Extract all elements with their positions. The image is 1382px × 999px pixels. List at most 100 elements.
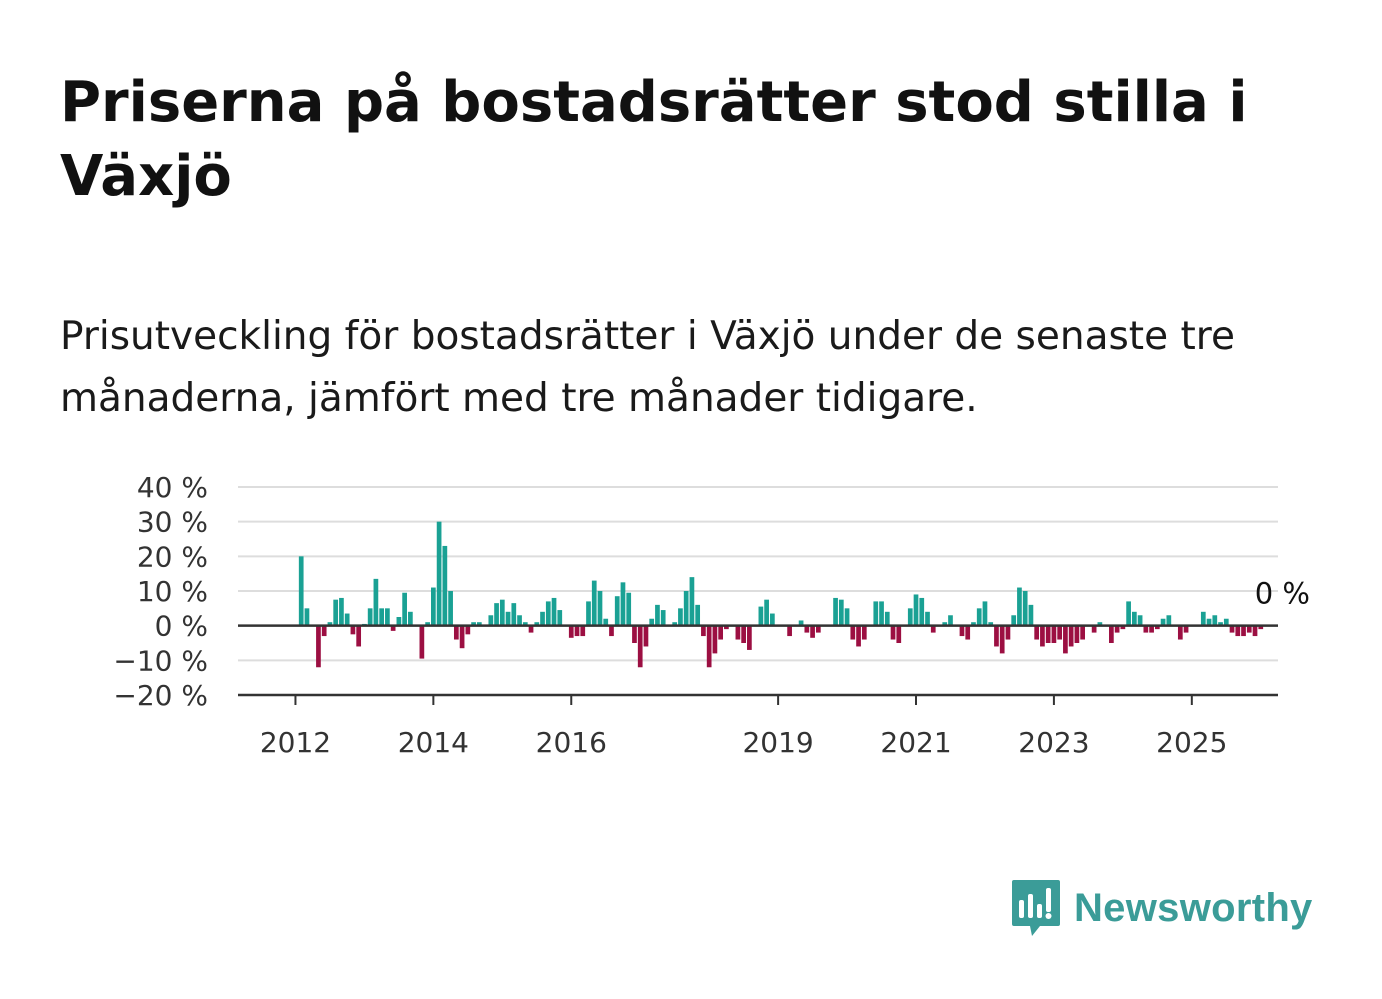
bar [1051,625,1057,643]
bar [1074,625,1080,643]
bar [419,625,425,659]
bar [655,604,660,626]
bar [706,625,712,668]
bar [465,625,471,635]
bar [373,578,379,626]
bar [603,618,609,626]
y-tick-label: 30 % [137,506,208,539]
bar [522,622,528,626]
bar [1045,625,1051,643]
x-tick-label: 2023 [1018,726,1089,759]
bar [838,599,844,626]
bar [919,597,925,626]
bar [672,622,678,626]
bar [1177,625,1183,640]
bar [861,625,867,640]
bar [890,625,896,640]
bar [557,610,563,626]
x-tick-label: 2025 [1156,726,1227,759]
bar [833,597,838,626]
bar [1063,625,1068,654]
bar [367,608,373,626]
bar [316,625,321,668]
y-axis-ticks: 40 %30 %20 %10 %0 %−10 %−20 % [113,471,208,712]
bar [620,582,626,626]
bar [505,611,511,626]
x-tick-label: 2014 [398,726,469,759]
bar [1143,625,1149,633]
bar [499,599,505,626]
bar [632,625,637,643]
bar [333,599,339,626]
bar [614,596,620,626]
bar [856,625,861,647]
bar [1011,615,1017,626]
bar [436,521,442,626]
bar [1097,622,1103,626]
bar [770,613,775,626]
bar [453,625,459,640]
bar [1200,611,1206,626]
bar [1246,625,1252,633]
bar [339,597,344,626]
bar [327,622,333,626]
bar [896,625,902,643]
bar [747,625,752,650]
bar [471,622,476,626]
x-axis-ticks: 2012 2014 2016 2019 2021 2023 2025 [260,695,1227,759]
y-tick-label: −10 % [113,644,208,677]
bar [678,608,683,626]
bar [1120,625,1126,630]
bar [1040,625,1045,647]
bar [459,625,465,649]
bar [568,625,574,638]
bar [344,613,350,626]
bar [586,601,591,626]
chart-subtitle: Prisutveckling för bostadsrätter i Växjö… [60,314,1235,421]
bar [913,594,919,626]
bar [804,625,810,633]
bar [1206,618,1212,626]
bar [994,625,999,647]
bar [551,597,557,626]
bar [735,625,741,640]
bar [1252,625,1258,637]
bar [930,625,936,633]
bar [1258,625,1264,630]
bar [1017,587,1022,626]
bar [1218,622,1223,626]
bar [1229,625,1235,633]
bar [609,625,614,637]
bar [701,625,706,637]
bar [528,625,534,633]
bar [534,622,540,626]
y-tick-label: 40 % [137,471,208,504]
bar [1160,618,1166,626]
bar [540,611,545,626]
bar [683,591,689,626]
y-tick-label: 0 % [155,610,208,643]
bar [988,622,994,626]
bar [884,611,890,626]
bar [494,603,499,626]
newsworthy-logo[interactable]: Newsworthy [1010,878,1313,938]
bar [1149,625,1154,633]
bar [925,611,930,626]
bar [1114,625,1120,633]
bar [873,601,879,626]
bar [591,580,597,626]
bar [637,625,643,668]
bar [425,622,430,626]
bar [649,618,655,626]
bar [787,625,792,637]
y-tick-label: 20 % [137,540,208,573]
bar [844,608,850,626]
bar [741,625,746,643]
bar [712,625,718,654]
bar [1223,618,1229,626]
bar [718,625,724,640]
x-tick-label: 2016 [536,726,607,759]
bar [1212,615,1218,626]
bar [545,601,551,626]
